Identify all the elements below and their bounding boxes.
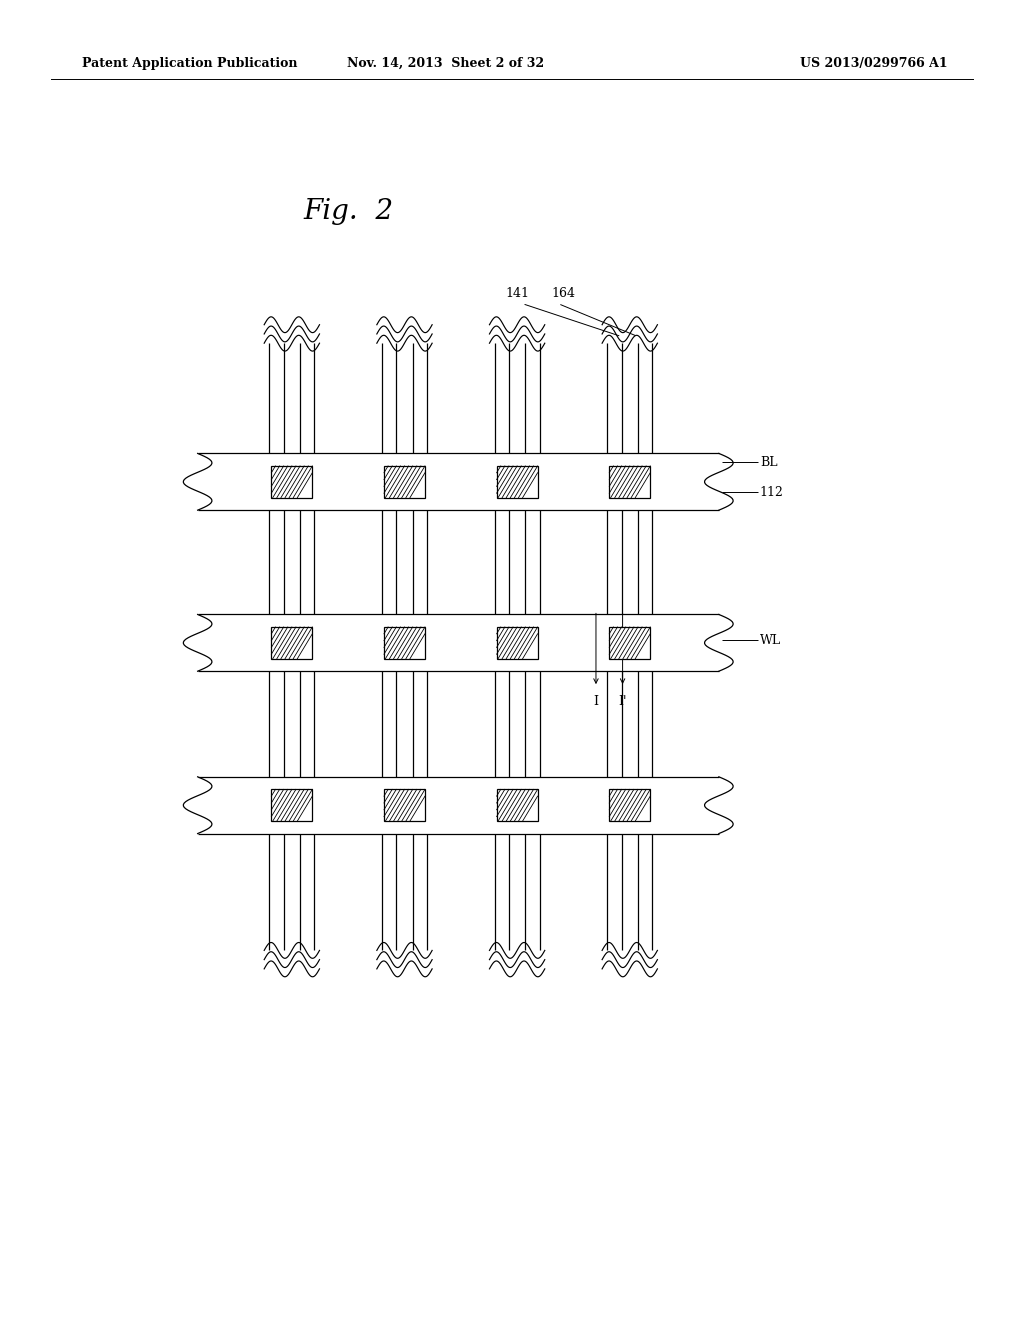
- Text: I': I': [618, 694, 627, 708]
- Polygon shape: [497, 789, 538, 821]
- Polygon shape: [384, 627, 425, 659]
- Polygon shape: [384, 789, 425, 821]
- Text: WL: WL: [760, 634, 781, 647]
- Text: BL: BL: [760, 455, 777, 469]
- Text: 112: 112: [760, 486, 783, 499]
- Text: 141: 141: [505, 286, 529, 300]
- Polygon shape: [497, 466, 538, 498]
- Text: Nov. 14, 2013  Sheet 2 of 32: Nov. 14, 2013 Sheet 2 of 32: [347, 57, 544, 70]
- Text: Fig.  2: Fig. 2: [303, 198, 393, 224]
- Polygon shape: [609, 789, 650, 821]
- Text: I: I: [594, 694, 598, 708]
- Polygon shape: [384, 466, 425, 498]
- Polygon shape: [497, 627, 538, 659]
- Polygon shape: [271, 789, 312, 821]
- Text: Patent Application Publication: Patent Application Publication: [82, 57, 297, 70]
- Polygon shape: [609, 466, 650, 498]
- Polygon shape: [271, 466, 312, 498]
- Text: US 2013/0299766 A1: US 2013/0299766 A1: [800, 57, 947, 70]
- Polygon shape: [271, 627, 312, 659]
- Polygon shape: [609, 627, 650, 659]
- Text: 164: 164: [551, 286, 575, 300]
